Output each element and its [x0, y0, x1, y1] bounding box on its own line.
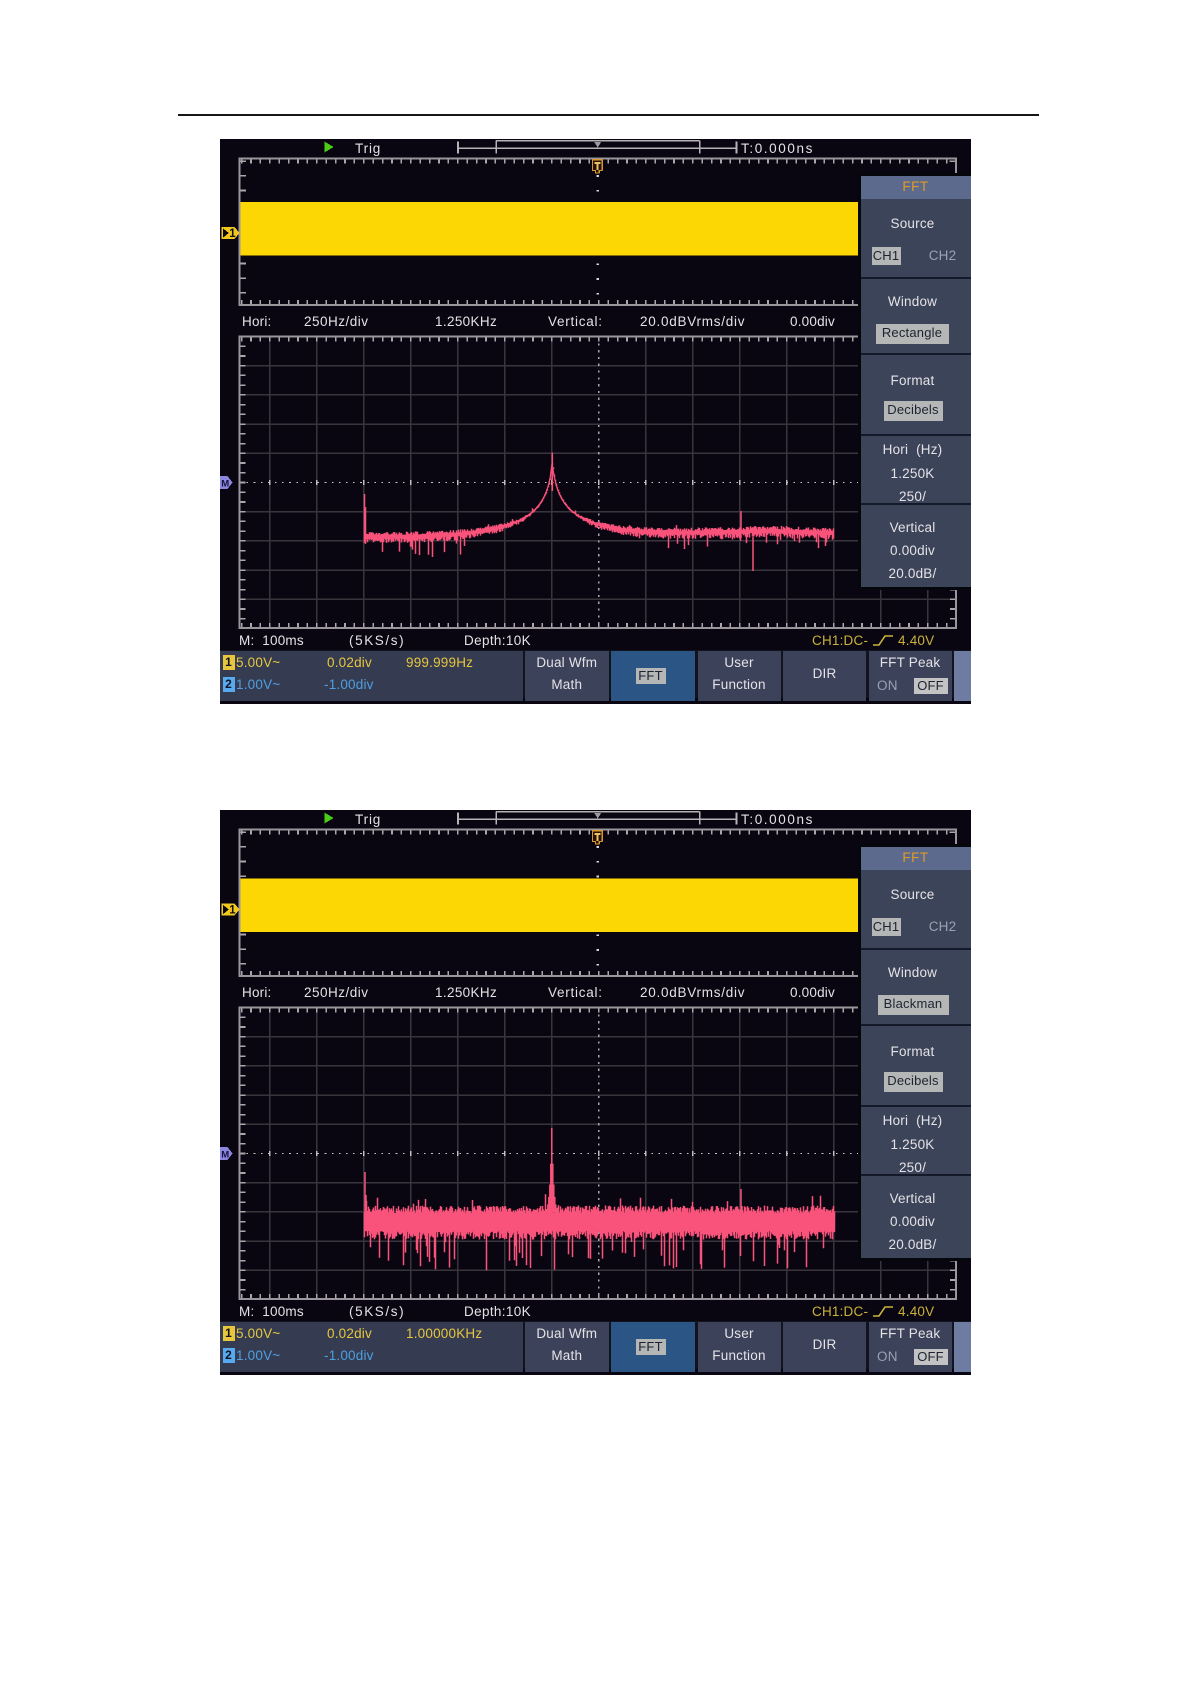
svg-text:M: M: [221, 478, 229, 489]
svg-text:1: 1: [229, 905, 236, 917]
svg-text:1: 1: [229, 228, 236, 240]
svg-text:M: M: [221, 1149, 229, 1160]
